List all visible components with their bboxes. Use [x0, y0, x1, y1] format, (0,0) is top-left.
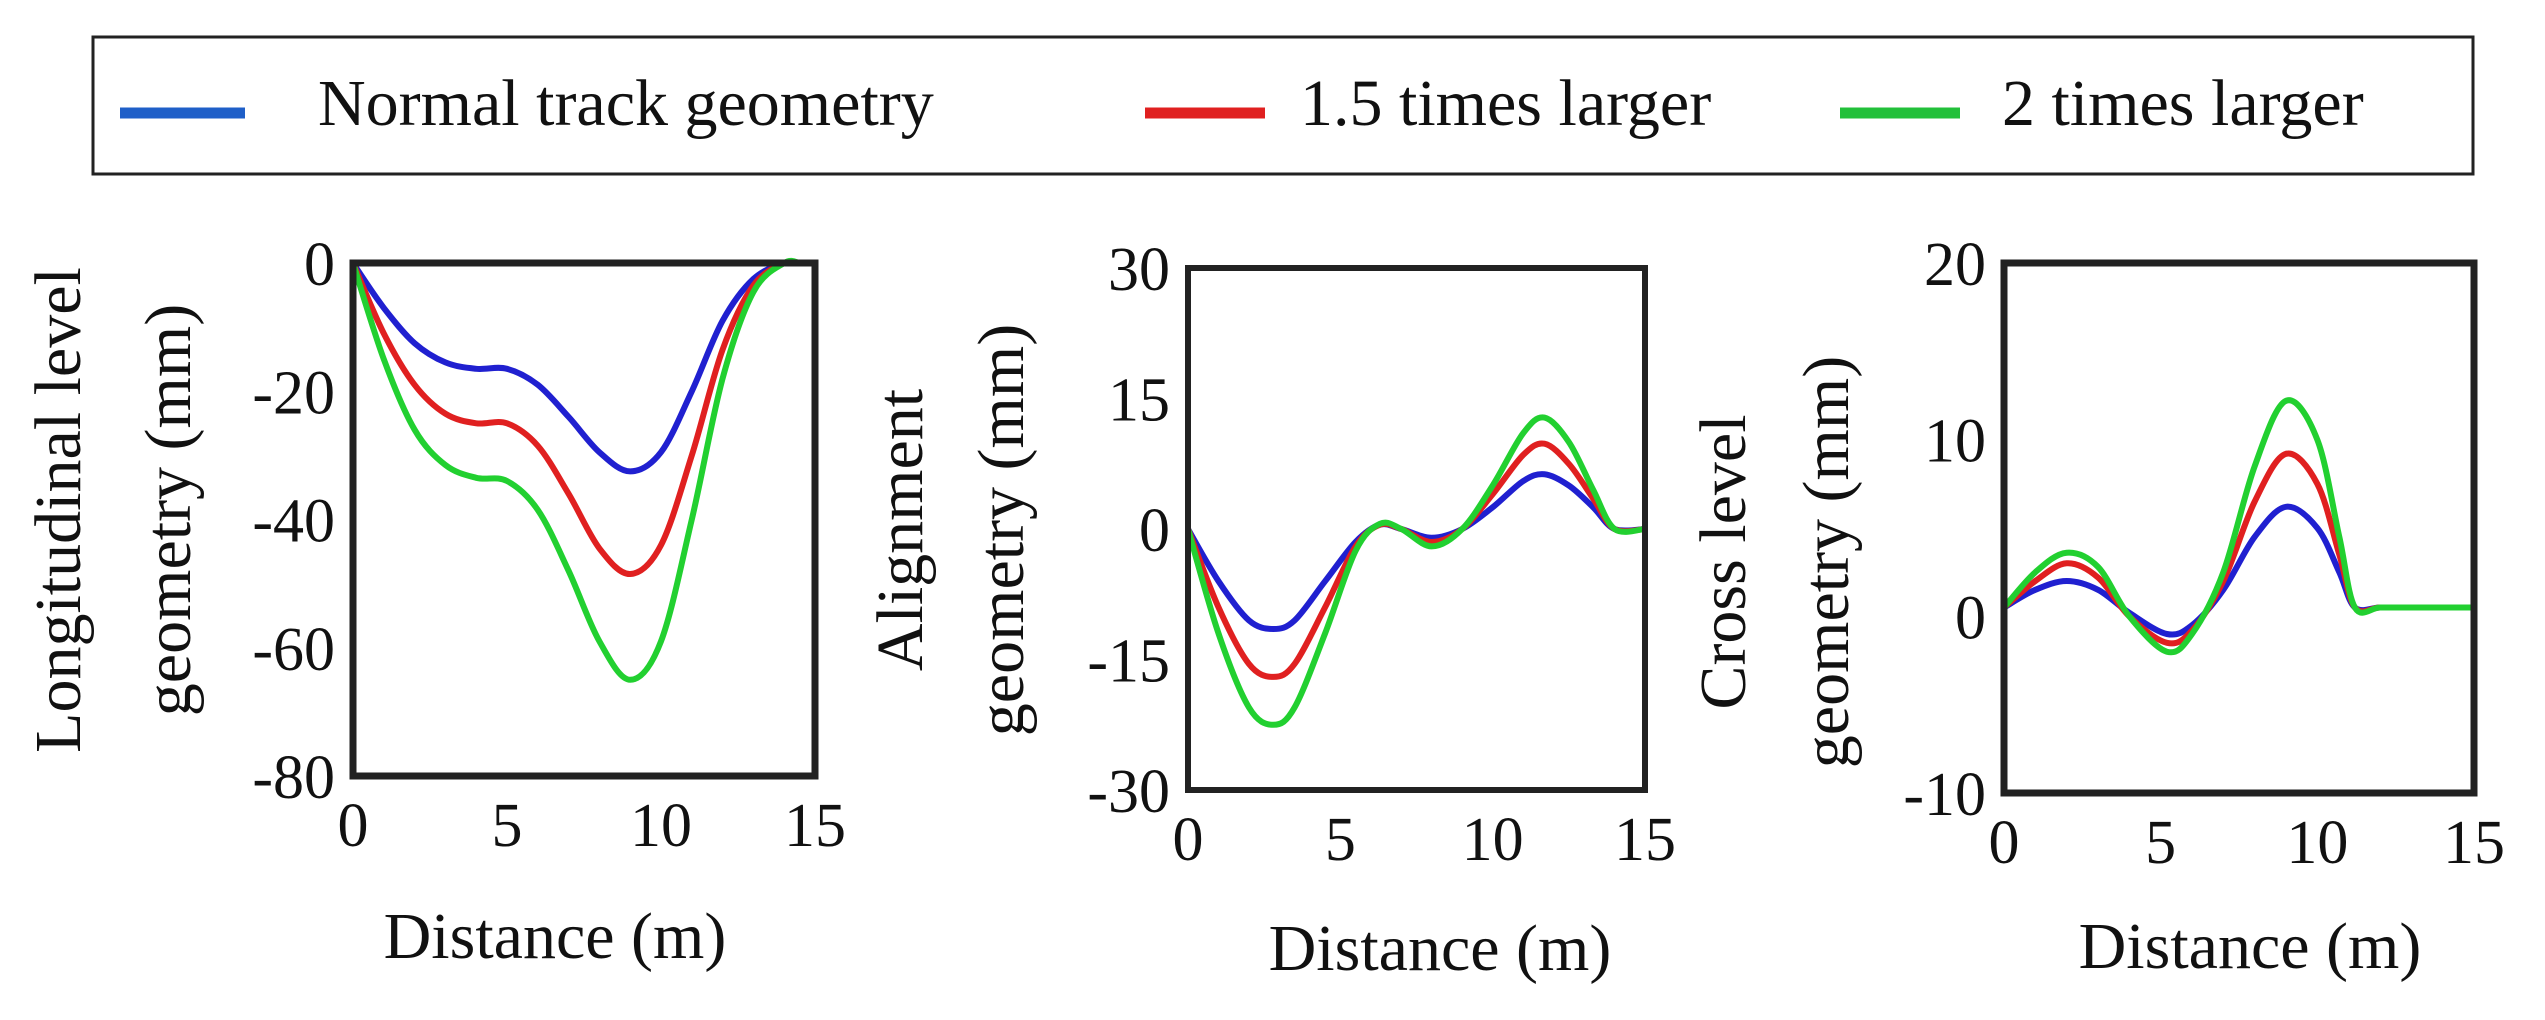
series-line-2 [1185, 440, 1646, 680]
chart-longitudinal-level: 0 5 10 15 0 -20 -40 -60 -80 Longitudinal level g… [22, 231, 846, 973]
series-line-2 [2002, 450, 2474, 647]
chart-alignment: 0 5 10 15 30 15 0 -15 -30 Alignment geometry (mm… [864, 236, 1676, 985]
y-axis-label-line-2: geometry (mm) [965, 324, 1038, 736]
y-tick-label: -10 [1903, 761, 1986, 829]
tick-labels: 0 5 10 15 30 15 0 -15 -30 [1087, 236, 1676, 874]
x-tick-label: 15 [2443, 809, 2505, 877]
x-tick-label: 15 [1614, 806, 1676, 874]
y-tick-label: -30 [1087, 758, 1170, 826]
chart-marks [1185, 414, 1646, 728]
x-tick-label: 0 [338, 792, 369, 860]
y-axis-label-line-1: Cross level [1687, 414, 1760, 709]
x-tick-label: 0 [1989, 809, 2020, 877]
y-tick-label: 0 [304, 231, 335, 299]
y-tick-label: -40 [252, 488, 335, 556]
y-tick-label: 30 [1108, 236, 1170, 304]
legend-label-normal: Normal track geometry [318, 67, 934, 140]
legend-label-2x: 2 times larger [2002, 67, 2364, 140]
plot-frame [1185, 265, 1648, 793]
legend: Normal track geometry 1.5 times larger 2… [91, 35, 2475, 176]
y-tick-label: 10 [1924, 408, 1986, 476]
y-tick-label: 0 [1955, 584, 1986, 652]
legend-label-1-5x: 1.5 times larger [1300, 67, 1711, 140]
y-tick-label: 15 [1108, 367, 1170, 435]
y-axis-label-line-2: geometry (mm) [1790, 356, 1863, 768]
chart-marks [350, 257, 801, 683]
y-axis-label-line-1: Alignment [864, 389, 937, 671]
y-tick-label: -20 [252, 359, 335, 427]
y-axis-label-line-1: Longitudinal level [22, 267, 95, 753]
x-tick-label: 10 [2286, 809, 2348, 877]
y-tick-label: 20 [1924, 231, 1986, 299]
legend-frame [91, 35, 2475, 176]
x-tick-label: 15 [784, 792, 846, 860]
series-line-3 [2001, 397, 2474, 656]
plot-frame [2000, 259, 2478, 797]
series-line-3 [1185, 414, 1646, 728]
y-tick-label: -80 [252, 744, 335, 812]
y-tick-label: 0 [1139, 497, 1170, 565]
y-tick-label: -15 [1087, 628, 1170, 696]
plot-frame [349, 259, 819, 780]
series-line-1 [350, 258, 800, 475]
series-line-2 [350, 258, 801, 577]
x-tick-label: 10 [630, 792, 692, 860]
x-tick-label: 5 [492, 792, 523, 860]
series-line-1 [1185, 471, 1646, 632]
x-axis-label: Distance (m) [2079, 910, 2422, 983]
x-axis-label: Distance (m) [384, 900, 727, 973]
x-tick-label: 5 [1325, 806, 1356, 874]
x-axis-label: Distance (m) [1269, 912, 1612, 985]
chart-marks [2001, 397, 2474, 656]
tick-labels: 0 5 10 15 0 -20 -40 -60 -80 [252, 231, 846, 860]
x-tick-label: 5 [2145, 809, 2176, 877]
y-axis-label-line-2: geometry (mm) [132, 304, 205, 716]
y-tick-label: -60 [252, 616, 335, 684]
x-tick-label: 0 [1173, 806, 1204, 874]
series-line-3 [350, 257, 801, 683]
x-tick-label: 10 [1462, 806, 1524, 874]
